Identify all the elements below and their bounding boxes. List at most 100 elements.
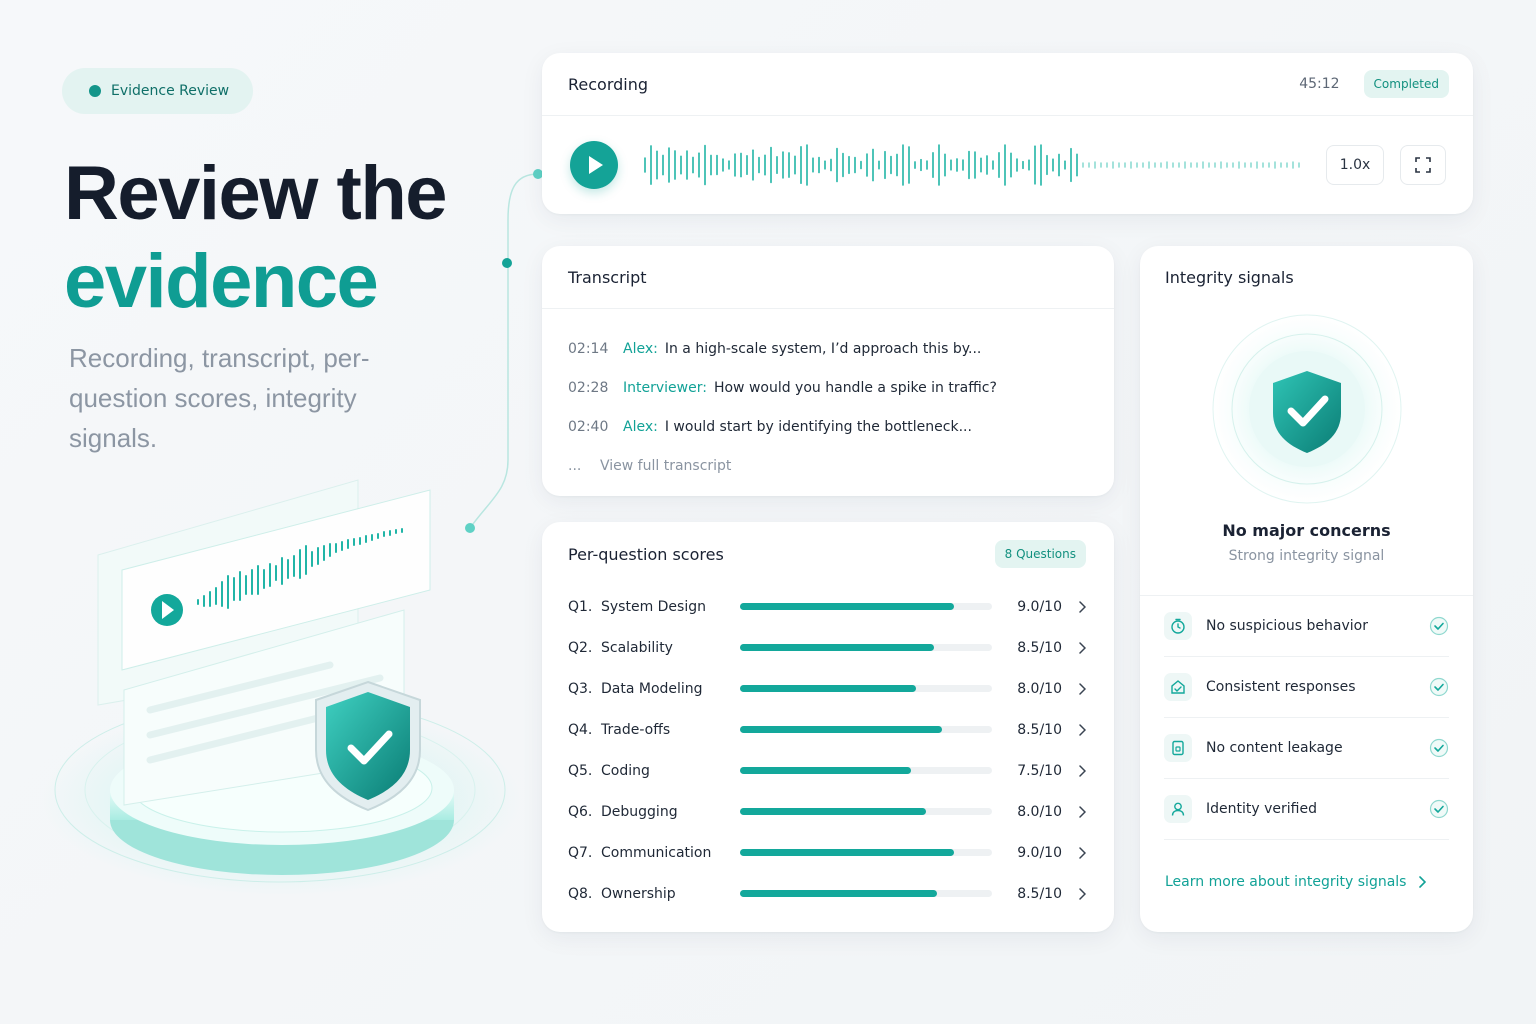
- score-row[interactable]: Q6. Debugging 8.0/10: [542, 791, 1114, 832]
- recording-duration: 45:12: [1299, 76, 1340, 92]
- shield-check-icon: [1212, 314, 1401, 504]
- score-bar-fill: [740, 890, 937, 897]
- score-bar-fill: [740, 644, 935, 651]
- connector-line: [465, 169, 543, 533]
- signal-label: Identity verified: [1206, 801, 1317, 817]
- chevron-right-icon: [1078, 805, 1090, 818]
- score-value: 8.5/10: [1017, 721, 1062, 738]
- play-button[interactable]: [570, 141, 618, 189]
- integrity-substatus: Strong integrity signal: [1228, 548, 1385, 564]
- question-name: Coding: [601, 762, 650, 779]
- question-number: Q4.: [568, 721, 593, 738]
- ellipsis: ...: [568, 457, 582, 474]
- score-row[interactable]: Q4. Trade-offs 8.5/10: [542, 709, 1114, 750]
- integrity-card: Integrity signals No major concerns Stro…: [1140, 246, 1473, 932]
- transcript-line[interactable]: 02:40 Alex: I would start by identifying…: [568, 407, 1114, 446]
- signal-row: Identity verified: [1164, 779, 1449, 840]
- signal-label: Consistent responses: [1206, 679, 1356, 695]
- status-dot-icon: [89, 85, 101, 97]
- score-bar: [740, 726, 992, 733]
- status-badge: Completed: [1363, 70, 1449, 98]
- fullscreen-icon: [1415, 157, 1431, 173]
- check-circle-icon: [1429, 616, 1449, 636]
- score-bar-fill: [740, 726, 942, 733]
- signal-label: No suspicious behavior: [1206, 618, 1368, 634]
- timestamp: 02:28: [568, 379, 609, 396]
- chevron-right-icon: [1078, 764, 1090, 777]
- fullscreen-button[interactable]: [1400, 145, 1446, 185]
- score-row[interactable]: Q3. Data Modeling 8.0/10: [542, 668, 1114, 709]
- chevron-right-icon: [1078, 641, 1090, 654]
- score-bar-fill: [740, 603, 955, 610]
- question-name: Scalability: [601, 639, 673, 656]
- page-subtitle: Recording, transcript, per-question scor…: [69, 343, 370, 453]
- score-bar-fill: [740, 808, 927, 815]
- question-name: Trade-offs: [601, 721, 671, 738]
- play-icon: [589, 156, 603, 174]
- question-name: System Design: [601, 598, 706, 615]
- recording-card: Recording 45:12 Completed 1.0x: [542, 53, 1473, 214]
- score-row[interactable]: Q7. Communication 9.0/10: [542, 832, 1114, 873]
- headline-line1: Review the: [64, 151, 448, 236]
- score-bar: [740, 849, 992, 856]
- score-value: 7.5/10: [1017, 762, 1062, 779]
- score-row[interactable]: Q1. System Design 9.0/10: [542, 586, 1114, 627]
- score-value: 8.5/10: [1017, 885, 1062, 902]
- signal-row: No suspicious behavior: [1164, 596, 1449, 657]
- question-number: Q5.: [568, 762, 593, 779]
- integrity-title: Integrity signals: [1165, 268, 1294, 287]
- evidence-review-pill: Evidence Review: [62, 68, 253, 114]
- transcript-header: Transcript: [542, 246, 1114, 309]
- speaker: Alex:: [623, 418, 658, 435]
- scores-header: Per-question scores 8 Questions: [542, 522, 1114, 586]
- document-lock-icon: [1164, 734, 1192, 762]
- integrity-shield: [1140, 309, 1473, 509]
- page-title: Review the evidence: [64, 150, 448, 326]
- player-controls: 1.0x: [542, 116, 1473, 214]
- question-name: Ownership: [601, 885, 676, 902]
- question-number: Q1.: [568, 598, 593, 615]
- transcript-line[interactable]: 02:28 Interviewer: How would you handle …: [568, 368, 1114, 407]
- recording-title: Recording: [568, 74, 649, 94]
- utterance: In a high-scale system, I’d approach thi…: [664, 340, 982, 357]
- score-bar: [740, 890, 992, 897]
- score-list: Q1. System Design 9.0/10 Q2. Scalability 8.5/…: [542, 586, 1114, 914]
- chevron-right-icon: [1078, 846, 1090, 859]
- utterance: How would you handle a spike in traffic?: [713, 379, 997, 396]
- chevron-right-icon: [1078, 682, 1090, 695]
- signal-label: No content leakage: [1206, 740, 1343, 756]
- timestamp: 02:40: [568, 418, 609, 435]
- audio-waveform[interactable]: [642, 143, 1302, 187]
- score-row[interactable]: Q5. Coding 7.5/10: [542, 750, 1114, 791]
- learn-more-link[interactable]: Learn more about integrity signals: [1165, 874, 1427, 890]
- view-full-transcript-link[interactable]: ... View full transcript: [568, 446, 1114, 485]
- pill-label: Evidence Review: [111, 83, 230, 99]
- score-bar-fill: [740, 685, 917, 692]
- chevron-right-icon: [1078, 600, 1090, 613]
- transcript-line[interactable]: 02:14 Alex: In a high-scale system, I’d …: [568, 329, 1114, 368]
- playback-speed-button[interactable]: 1.0x: [1326, 145, 1384, 185]
- scores-card: Per-question scores 8 Questions Q1. Syste…: [542, 522, 1114, 932]
- user-icon: [1164, 795, 1192, 823]
- score-bar: [740, 767, 992, 774]
- question-number: Q3.: [568, 680, 593, 697]
- utterance: I would start by identifying the bottlen…: [664, 418, 972, 435]
- score-row[interactable]: Q2. Scalability 8.5/10: [542, 627, 1114, 668]
- learn-more-label: Learn more about integrity signals: [1165, 874, 1407, 890]
- question-name: Debugging: [601, 803, 678, 820]
- question-name: Communication: [601, 844, 712, 861]
- timestamp: 02:14: [568, 340, 609, 357]
- scores-title: Per-question scores: [568, 544, 724, 564]
- question-number: Q6.: [568, 803, 593, 820]
- transcript-title: Transcript: [568, 267, 647, 287]
- integrity-header: Integrity signals: [1140, 246, 1473, 309]
- score-bar-fill: [740, 849, 955, 856]
- check-circle-icon: [1429, 799, 1449, 819]
- signal-row: Consistent responses: [1164, 657, 1449, 718]
- speaker: Alex:: [623, 340, 658, 357]
- question-number: Q8.: [568, 885, 593, 902]
- recording-header: Recording 45:12 Completed: [542, 53, 1473, 116]
- score-row[interactable]: Q8. Ownership 8.5/10: [542, 873, 1114, 914]
- question-count-badge: 8 Questions: [994, 540, 1086, 568]
- signal-row: No content leakage: [1164, 718, 1449, 779]
